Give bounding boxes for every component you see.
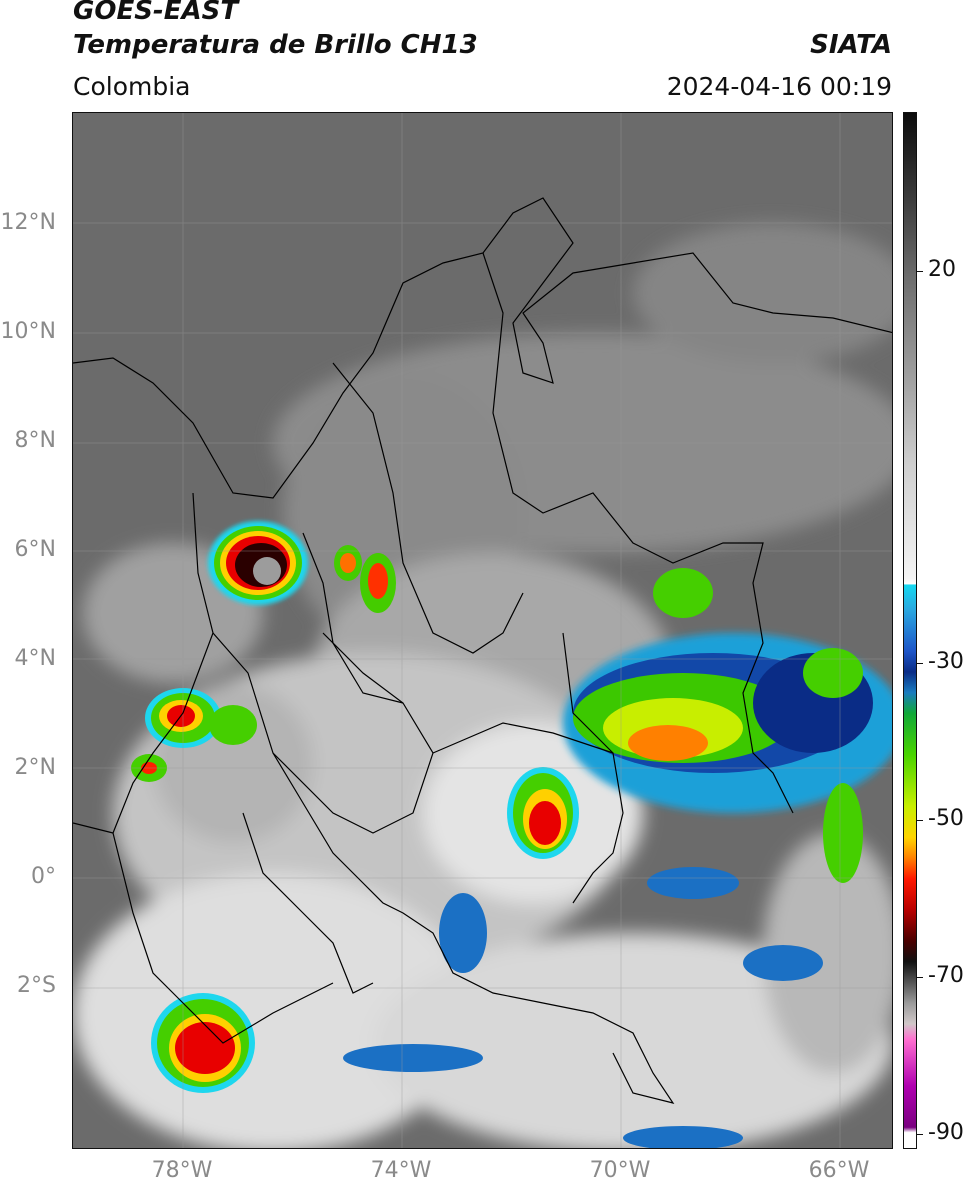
- colorbar-label: -70: [928, 963, 964, 988]
- colorbar-label: -50: [928, 806, 964, 831]
- storm-cell-antioquia: [334, 545, 396, 613]
- datetime-label: 2024-04-16 00:19: [666, 72, 892, 101]
- lat-label-12n: 12°N: [0, 210, 56, 235]
- storm-cell-ecuador: [151, 993, 255, 1093]
- colorbar-label: -90: [928, 1120, 964, 1145]
- region-label: Colombia: [73, 72, 191, 101]
- lat-label-2s: 2°S: [17, 973, 56, 998]
- colorbar-tick: [917, 977, 923, 978]
- lon-label-74w: 74°W: [370, 1158, 432, 1183]
- product-title: Temperatura de Brillo CH13: [73, 30, 478, 60]
- lat-label-8n: 8°N: [14, 428, 56, 453]
- lat-label-0: 0°: [31, 864, 56, 889]
- lat-label-2n: 2°N: [14, 755, 56, 780]
- lat-label-6n: 6°N: [14, 537, 56, 562]
- lon-label-70w: 70°W: [589, 1158, 651, 1183]
- colorbar-tick: [917, 663, 923, 664]
- lon-label-78w: 78°W: [151, 1158, 213, 1183]
- lon-label-66w: 66°W: [808, 1158, 870, 1183]
- agency-label: SIATA: [810, 30, 892, 60]
- cloud-band-south: [343, 867, 823, 1148]
- satellite-map[interactable]: [72, 112, 893, 1149]
- map-canvas: [73, 113, 892, 1148]
- storm-cell-amazon: [507, 767, 579, 859]
- colorbar-tick: [917, 820, 923, 821]
- colorbar-label: -30: [928, 649, 964, 674]
- lat-label-10n: 10°N: [0, 319, 56, 344]
- borders: [73, 197, 892, 1104]
- colorbar-tick: [917, 271, 923, 272]
- colorbar-label: 20: [928, 257, 956, 282]
- colorbar-tick: [917, 1134, 923, 1135]
- temperature-colorbar: [903, 112, 917, 1149]
- storm-cell-choco: [208, 521, 308, 605]
- satellite-title: GOES-EAST: [73, 0, 239, 26]
- lat-label-4n: 4°N: [14, 646, 56, 671]
